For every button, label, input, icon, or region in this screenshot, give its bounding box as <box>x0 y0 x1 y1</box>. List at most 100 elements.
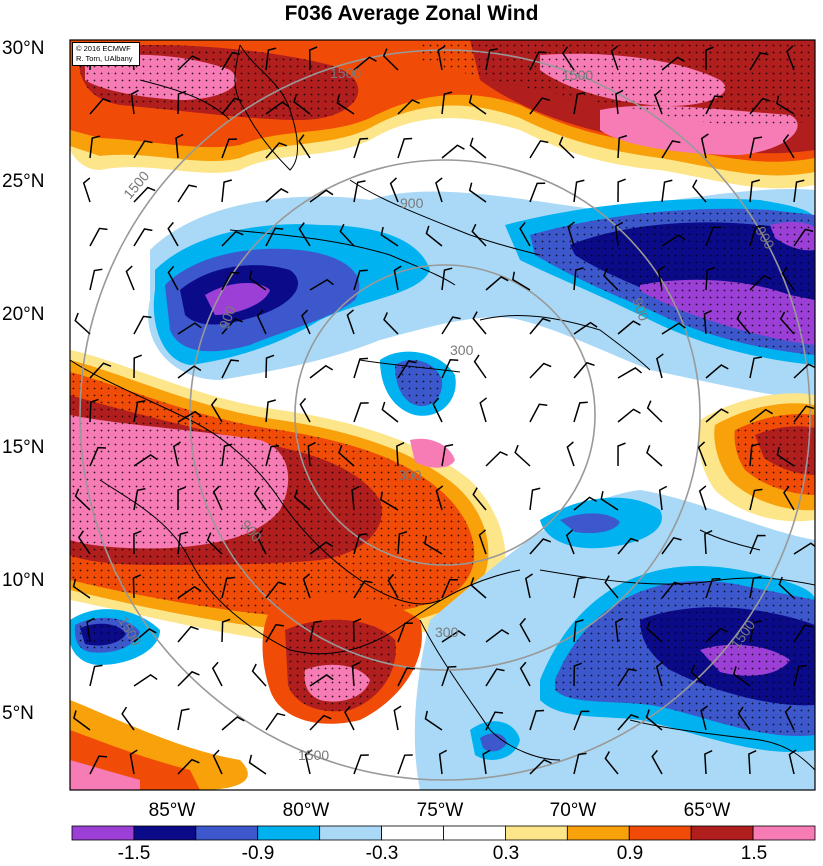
wind-barb <box>705 408 729 423</box>
wind-barb <box>133 530 142 555</box>
contour-label: 300 <box>450 342 474 358</box>
wind-barb <box>177 486 186 511</box>
wind-barb <box>661 322 686 335</box>
wind-barb <box>265 142 288 159</box>
wind-barb <box>77 530 91 555</box>
wind-barb <box>221 318 244 335</box>
wind-barb <box>529 709 545 731</box>
wind-barb <box>304 749 313 775</box>
wind-barb <box>248 270 267 291</box>
wind-barb <box>256 309 267 335</box>
wind-barb <box>351 661 360 687</box>
wind-barb <box>382 48 399 71</box>
wind-barb <box>529 538 552 555</box>
wind-barb <box>133 140 153 159</box>
wind-barb <box>573 361 595 379</box>
south-negative-region <box>70 490 815 790</box>
wind-barb <box>698 485 707 511</box>
wind-barb <box>352 618 362 643</box>
wind-barb <box>425 225 443 247</box>
wind-barb <box>309 189 334 203</box>
colorbar-swatch <box>505 825 568 841</box>
wind-barb <box>397 754 413 775</box>
wind-barb <box>561 46 575 71</box>
wind-barb <box>784 705 795 731</box>
wind-barb <box>132 574 142 599</box>
wind-barb <box>700 133 709 159</box>
wind-barb <box>737 706 751 731</box>
wind-barb <box>438 749 448 775</box>
wind-barb <box>397 530 408 555</box>
wind-barb <box>614 617 624 643</box>
wind-barb <box>380 491 399 511</box>
wind-barb <box>661 581 683 599</box>
wind-barb <box>749 488 763 511</box>
contour-label: 300 <box>398 467 422 483</box>
credit-box: © 2016 ECMWF R. Torn, UAlbany <box>72 42 140 66</box>
wind-barb <box>130 89 139 115</box>
wind-barb <box>177 322 202 335</box>
wind-barb <box>700 705 709 731</box>
wind-barb <box>617 178 626 203</box>
wind-barb <box>309 714 332 731</box>
wind-barb <box>89 268 103 291</box>
map-frame <box>69 39 816 791</box>
colorbar-swatch <box>319 825 382 841</box>
wind-barb <box>468 182 487 203</box>
wind-barb <box>485 451 508 467</box>
wind-barb <box>441 144 465 159</box>
wind-barb <box>651 749 663 775</box>
wind-barb <box>749 575 762 599</box>
wind-barb <box>604 575 619 599</box>
wind-barb <box>221 716 245 731</box>
wind-barb <box>749 225 764 247</box>
wind-barb <box>604 751 619 775</box>
wind-barb <box>529 140 549 159</box>
wind-barb <box>781 266 795 291</box>
wind-barb <box>89 755 108 775</box>
wind-barb <box>177 531 189 555</box>
wind-barb <box>529 362 552 379</box>
wind-barb <box>177 585 202 599</box>
wind-barb <box>529 403 548 423</box>
wind-barbs <box>72 45 815 775</box>
wind-barb <box>133 354 143 379</box>
wind-barb <box>479 397 488 423</box>
wind-barb <box>89 227 108 247</box>
colorbar-swatch <box>257 825 321 841</box>
wind-barb <box>783 485 795 511</box>
wind-barb <box>133 315 152 335</box>
wind-barb <box>749 179 760 203</box>
contour-label: 300 <box>435 624 459 640</box>
contour-label: 1500 <box>330 65 361 81</box>
wind-barb <box>749 443 760 467</box>
wind-barb <box>566 441 575 467</box>
wind-barb <box>265 47 277 71</box>
wind-barb <box>177 758 200 775</box>
wind-barb <box>397 622 413 643</box>
wind-barb <box>749 356 763 379</box>
colorbar <box>71 825 816 841</box>
contour-label: 900 <box>400 195 424 211</box>
wind-barb <box>529 317 551 335</box>
wind-barb <box>293 93 311 115</box>
wind-barb <box>441 443 454 467</box>
wind-barb <box>435 485 444 511</box>
wind-barb <box>529 51 547 71</box>
wind-barb <box>793 664 807 687</box>
map-title: F036 Average Zonal Wind <box>284 2 539 25</box>
lat-label: 20°N <box>2 304 45 325</box>
wind-barb <box>705 46 714 71</box>
wind-barb <box>339 223 355 247</box>
wind-barb <box>251 663 267 687</box>
north-positive-band <box>70 40 815 189</box>
wind-barb <box>308 46 318 71</box>
wind-barb <box>175 133 184 159</box>
colorbar-label: 0.3 <box>492 843 520 864</box>
wind-barb <box>705 226 722 247</box>
wind-barb <box>529 758 552 775</box>
wind-barb <box>567 221 575 247</box>
wind-barb <box>265 581 287 599</box>
wind-barb <box>353 269 368 291</box>
wind-barb <box>441 316 461 335</box>
